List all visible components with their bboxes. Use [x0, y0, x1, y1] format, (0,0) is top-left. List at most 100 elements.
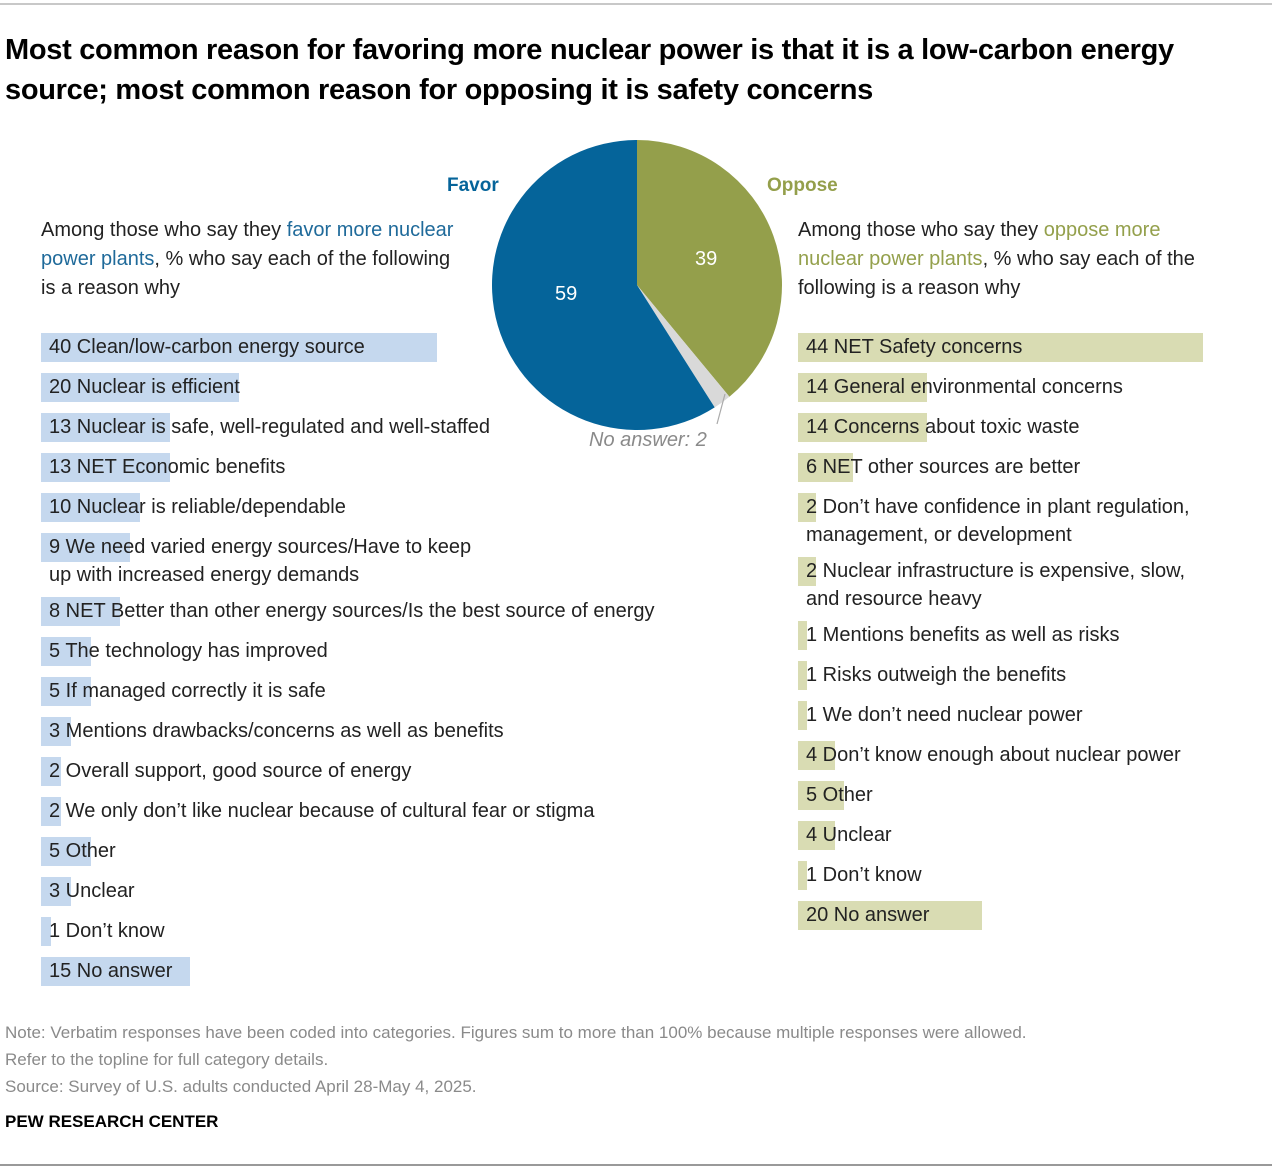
favor-reason-label: 3 Mentions drawbacks/concerns as well as…	[49, 720, 504, 742]
pie-svg	[492, 140, 782, 430]
oppose-reason-bar	[798, 861, 807, 890]
favor-reason-label: 9 We need varied energy sources/Have to …	[49, 536, 472, 586]
bottom-rule	[0, 1164, 1272, 1166]
oppose-reason-row: 2 Don’t have confidence in plant regulat…	[798, 493, 1268, 557]
favor-reason-row: 13 Nuclear is safe, well-regulated and w…	[41, 413, 761, 453]
brand-name: PEW RESEARCH CENTER	[5, 1112, 219, 1131]
favor-reason-row: 5 If managed correctly it is safe	[41, 677, 761, 717]
favor-reason-bar	[41, 837, 91, 866]
no-answer-leader-line	[716, 393, 726, 425]
oppose-reason-bar	[798, 661, 807, 690]
oppose-intro-post: , % who say each of the following is a r…	[798, 248, 1195, 299]
favor-reason-row: 1 Don’t know	[41, 917, 761, 957]
oppose-value: 39	[695, 248, 718, 270]
favor-value: 59	[555, 283, 578, 305]
oppose-reason-row: 14 General environmental concerns	[798, 373, 1268, 413]
oppose-reason-label: 1 Don’t know	[806, 864, 922, 886]
favor-reason-row: 40 Clean/low-carbon energy source	[41, 333, 761, 373]
oppose-reasons-list: 44 NET Safety concerns 14 General environ…	[798, 333, 1268, 941]
oppose-reason-row: 2 Nuclear infrastructure is expensive, s…	[798, 557, 1268, 621]
top-rule	[0, 3, 1272, 5]
source-line: Source: Survey of U.S. adults conducted …	[5, 1077, 477, 1096]
favor-intro: Among those who say they favor more nucl…	[41, 216, 461, 303]
favor-reason-label: 5 The technology has improved	[49, 640, 328, 662]
favor-reason-label: 2 We only don’t like nuclear because of …	[49, 800, 595, 822]
favor-reason-label: 3 Unclear	[49, 880, 135, 902]
chart-title: Most common reason for favoring more nuc…	[5, 34, 1174, 106]
favor-reason-row: 9 We need varied energy sources/Have to …	[41, 533, 761, 597]
oppose-reason-bar	[798, 453, 853, 482]
favor-intro-post: , % who say each of the following is a r…	[41, 248, 451, 299]
oppose-reason-label: 14 General environmental concerns	[806, 376, 1123, 398]
favor-reasons-list: 40 Clean/low-carbon energy source 20 Nucl…	[41, 333, 761, 997]
favor-reason-row: 3 Unclear	[41, 877, 761, 917]
favor-reason-row: 3 Mentions drawbacks/concerns as well as…	[41, 717, 761, 757]
favor-reason-bar	[41, 533, 130, 562]
favor-intro-highlight: favor more nuclear power plants	[41, 219, 454, 270]
oppose-reason-row: 4 Unclear	[798, 821, 1268, 861]
footnote: Note: Verbatim responses have been coded…	[5, 1019, 1027, 1100]
oppose-reason-label: 44 NET Safety concerns	[806, 336, 1023, 358]
oppose-reason-row: 5 Other	[798, 781, 1268, 821]
favor-reason-bar	[41, 917, 51, 946]
favor-reason-label: 10 Nuclear is reliable/dependable	[49, 496, 346, 518]
favor-reason-row: 5 Other	[41, 837, 761, 877]
oppose-reason-bar	[798, 333, 1203, 362]
favor-intro-pre: Among those who say they	[41, 219, 287, 241]
oppose-reason-label: 1 We don’t need nuclear power	[806, 704, 1083, 726]
oppose-reason-row: 14 Concerns about toxic waste	[798, 413, 1268, 453]
oppose-reason-row: 4 Don’t know enough about nuclear power	[798, 741, 1268, 781]
oppose-reason-bar	[798, 781, 844, 810]
oppose-reason-label: 20 No answer	[806, 904, 930, 926]
favor-reason-row: 2 Overall support, good source of energy	[41, 757, 761, 797]
favor-reason-bar	[41, 373, 239, 402]
oppose-reason-row: 6 NET other sources are better	[798, 453, 1268, 493]
favor-reason-label: 1 Don’t know	[49, 920, 165, 942]
favor-reason-label: 8 NET Better than other energy sources/I…	[49, 600, 655, 622]
favor-reason-row: 8 NET Better than other energy sources/I…	[41, 597, 761, 637]
no-answer-label: No answer: 2	[589, 429, 707, 451]
favor-reason-label: 15 No answer	[49, 960, 173, 982]
favor-reason-label: 40 Clean/low-carbon energy source	[49, 336, 365, 358]
favor-reason-bar	[41, 597, 120, 626]
favor-reason-bar	[41, 637, 91, 666]
favor-reason-bar	[41, 493, 140, 522]
favor-reason-label: 13 Nuclear is safe, well-regulated and w…	[49, 416, 490, 438]
oppose-reason-row: 20 No answer	[798, 901, 1268, 941]
oppose-reason-label: 5 Other	[806, 784, 873, 806]
favor-reason-bar	[41, 453, 170, 482]
favor-reason-row: 2 We only don’t like nuclear because of …	[41, 797, 761, 837]
oppose-reason-label: 14 Concerns about toxic waste	[806, 416, 1080, 438]
oppose-intro-pre: Among those who say they	[798, 219, 1044, 241]
favor-reason-bar	[41, 717, 71, 746]
favor-reason-label: 5 If managed correctly it is safe	[49, 680, 326, 702]
oppose-reason-label: 4 Don’t know enough about nuclear power	[806, 744, 1181, 766]
oppose-reason-row: 1 We don’t need nuclear power	[798, 701, 1268, 741]
favor-reason-bar	[41, 877, 71, 906]
favor-slice	[492, 140, 715, 430]
favor-reason-bar	[41, 677, 91, 706]
pie-chart: 59 39	[490, 138, 784, 432]
oppose-intro-highlight: oppose more nuclear power plants	[798, 219, 1161, 270]
oppose-reason-bar	[798, 557, 816, 586]
note-line-2: Refer to the topline for full category d…	[5, 1050, 329, 1069]
oppose-reason-label: 6 NET other sources are better	[806, 456, 1081, 478]
favor-reason-bar	[41, 413, 170, 442]
oppose-reason-bar	[798, 493, 816, 522]
favor-reason-label: 13 NET Economic benefits	[49, 456, 286, 478]
favor-reason-bar	[41, 797, 61, 826]
favor-reason-label: 5 Other	[49, 840, 116, 862]
oppose-reason-label: 1 Risks outweigh the benefits	[806, 664, 1067, 686]
favor-reason-row: 13 NET Economic benefits	[41, 453, 761, 493]
oppose-reason-label: 2 Nuclear infrastructure is expensive, s…	[806, 560, 1186, 610]
oppose-reason-bar	[798, 701, 807, 730]
oppose-reason-bar	[798, 821, 835, 850]
oppose-reason-bar	[798, 901, 982, 930]
favor-reason-label: 20 Nuclear is efficient	[49, 376, 240, 398]
oppose-reason-bar	[798, 621, 807, 650]
oppose-reason-bar	[798, 373, 927, 402]
oppose-reason-bar	[798, 741, 835, 770]
oppose-reason-label: 2 Don’t have confidence in plant regulat…	[806, 496, 1190, 546]
favor-reason-row: 20 Nuclear is efficient	[41, 373, 761, 413]
oppose-reason-row: 1 Mentions benefits as well as risks	[798, 621, 1268, 661]
